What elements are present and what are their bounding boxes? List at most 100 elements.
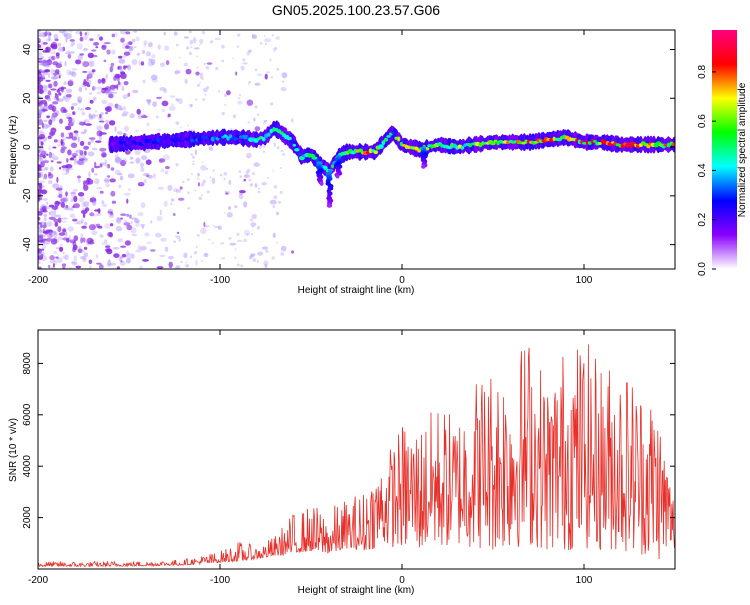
noise-speckle (48, 34, 51, 42)
noise-speckle (254, 82, 261, 86)
noise-speckle (239, 175, 243, 178)
noise-speckle (75, 149, 83, 153)
noise-speckle (168, 261, 173, 268)
noise-speckle (188, 30, 192, 34)
noise-speckle (101, 242, 104, 246)
colorbar-tick-label: 0.6 (697, 114, 708, 128)
noise-speckle (281, 80, 285, 83)
ridge-dip (335, 174, 340, 179)
noise-speckle (243, 174, 250, 179)
snr-frame (37, 329, 676, 570)
noise-speckle (111, 33, 116, 38)
noise-speckle (229, 242, 237, 246)
noise-speckle (81, 111, 86, 116)
noise-speckle (222, 242, 225, 244)
noise-speckle (38, 155, 43, 160)
noise-speckle (234, 205, 238, 209)
noise-speckle (83, 128, 88, 133)
noise-speckle (220, 257, 223, 260)
noise-speckle (104, 75, 109, 80)
noise-speckle (250, 222, 257, 227)
noise-speckle (40, 168, 48, 172)
ridge-core (587, 141, 592, 145)
noise-speckle (276, 146, 280, 150)
noise-speckle (92, 195, 95, 200)
colorbar-tick-label: 0.0 (697, 262, 708, 276)
noise-speckle (81, 201, 86, 208)
noise-speckle (270, 102, 274, 106)
noise-speckle (168, 105, 176, 111)
noise-speckle (248, 83, 250, 86)
noise-speckle (62, 46, 65, 52)
noise-speckle (86, 237, 94, 244)
noise-speckle (175, 235, 178, 238)
noise-speckle (58, 190, 63, 195)
noise-speckle (107, 163, 110, 169)
noise-speckle (88, 70, 91, 74)
noise-speckle (127, 188, 132, 191)
noise-speckle (200, 165, 207, 171)
noise-speckle (53, 231, 58, 238)
noise-speckle (72, 244, 78, 250)
noise-speckle (56, 195, 63, 198)
noise-speckle (96, 262, 102, 265)
noise-speckle (62, 173, 67, 176)
noise-speckle (43, 173, 48, 179)
noise-speckle (95, 140, 102, 143)
noise-speckle (71, 136, 78, 141)
noise-speckle (71, 71, 77, 77)
noise-speckle (185, 46, 190, 50)
noise-speckle (65, 191, 68, 197)
noise-speckle (110, 62, 115, 67)
noise-speckle (83, 246, 88, 250)
noise-speckle (77, 192, 85, 197)
noise-speckle (71, 102, 79, 106)
noise-speckle (184, 78, 188, 84)
noise-speckle (138, 265, 144, 269)
noise-speckle (114, 157, 123, 164)
noise-speckle (107, 232, 113, 237)
noise-speckle (140, 224, 145, 227)
noise-speckle (38, 183, 43, 186)
noise-speckle (44, 125, 49, 128)
noise-speckle (38, 38, 41, 43)
noise-speckle (74, 222, 80, 225)
noise-speckle (56, 161, 62, 164)
noise-speckle (74, 132, 79, 138)
noise-speckle (119, 107, 123, 111)
noise-speckle (110, 167, 115, 171)
noise-speckle (203, 221, 206, 228)
noise-speckle (38, 68, 42, 74)
ridge-core (490, 141, 496, 146)
noise-speckle (38, 130, 44, 133)
noise-speckle (85, 31, 90, 37)
noise-speckle (118, 55, 123, 59)
noise-speckle (208, 146, 214, 151)
noise-speckle (276, 67, 280, 71)
ridge-core (286, 136, 292, 141)
noise-speckle (202, 179, 207, 184)
noise-speckle (40, 234, 47, 237)
noise-speckle (97, 33, 100, 37)
noise-speckle (104, 123, 110, 130)
noise-speckle (62, 205, 71, 211)
noise-speckle (179, 186, 183, 190)
y-tick-label: 6000 (22, 403, 33, 426)
noise-speckle (69, 71, 75, 76)
noise-speckle (39, 184, 42, 191)
noise-speckle (136, 108, 141, 115)
noise-speckle (88, 113, 92, 118)
noise-speckle (257, 251, 264, 256)
noise-speckle (117, 173, 123, 176)
noise-speckle (38, 239, 44, 243)
ridge-core (269, 128, 273, 134)
noise-speckle (123, 125, 129, 132)
noise-speckle (87, 52, 94, 59)
noise-speckle (238, 93, 242, 97)
noise-speckle (120, 217, 124, 220)
noise-speckle (280, 149, 284, 153)
noise-speckle (265, 249, 269, 253)
noise-speckle (70, 121, 75, 125)
noise-speckle (40, 69, 45, 74)
noise-speckle (153, 173, 156, 179)
